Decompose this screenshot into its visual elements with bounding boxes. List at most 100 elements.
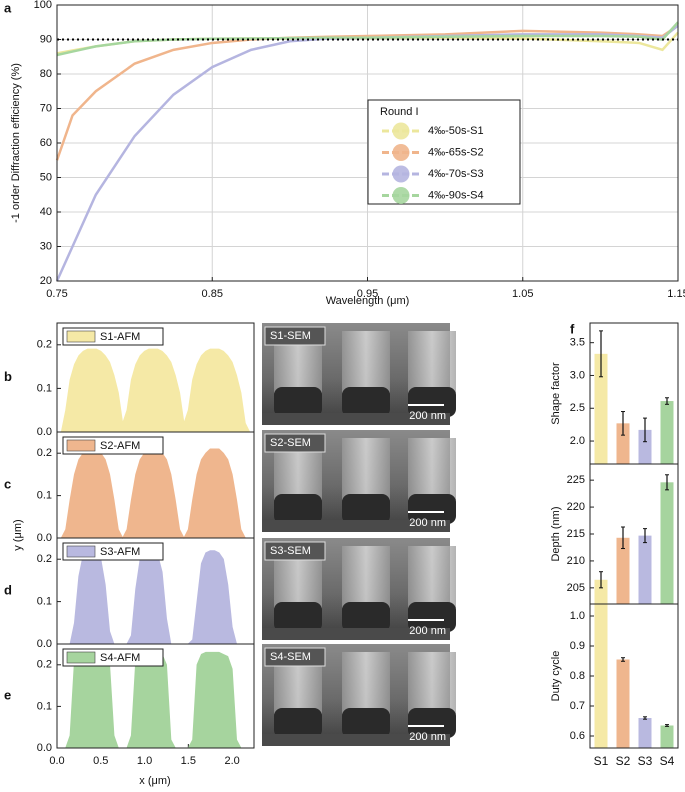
y-tick-label: 0.0	[37, 426, 52, 438]
y-tick-label: 20	[40, 275, 52, 287]
afm-label: S1-AFM	[100, 331, 140, 343]
sem-pillar-base	[342, 494, 390, 524]
legend-title: Round I	[380, 106, 419, 118]
legend-label: 4‰-50s-S1	[428, 125, 484, 137]
y-tick-label: 100	[34, 0, 52, 11]
y-tick-label: 70	[40, 102, 52, 114]
sem-pillar	[342, 546, 390, 608]
y-tick-label: 0.0	[37, 532, 52, 544]
legend-swatch	[392, 165, 410, 183]
sem-pillar-base	[408, 708, 456, 738]
panel-label: f	[570, 321, 575, 336]
sem-pillar-base	[342, 602, 390, 632]
sem-pillar	[408, 331, 456, 393]
x-tick-label: S1	[594, 754, 609, 768]
label-swatch	[66, 545, 96, 558]
x-tick-label: 1.05	[512, 288, 533, 300]
sem-bottom	[262, 734, 450, 746]
sem-label: S3-SEM	[270, 545, 311, 557]
y-axis-label: Depth (nm)	[550, 506, 562, 561]
y-tick-label: 3.0	[570, 369, 585, 381]
x-tick-label: 0.85	[202, 288, 223, 300]
profile-area	[57, 550, 250, 645]
bar	[638, 718, 652, 748]
y-tick-label: 0.1	[37, 700, 52, 712]
sem-pillar-base	[274, 494, 322, 524]
legend-swatch	[392, 122, 410, 140]
panel-label: d	[4, 582, 12, 597]
y-tick-label: 215	[567, 528, 585, 540]
legend-swatch	[392, 187, 410, 204]
y-tick-label: 0.0	[37, 638, 52, 650]
y-tick-label: 0.1	[37, 596, 52, 608]
label-swatch	[66, 330, 96, 343]
y-tick-label: 0.9	[570, 640, 585, 652]
y-tick-label: 0.7	[570, 700, 585, 712]
label-swatch	[66, 651, 96, 664]
sem-pillar-base	[274, 602, 322, 632]
bar	[660, 725, 674, 748]
y-tick-label: 205	[567, 582, 585, 594]
sem-label-box	[264, 326, 326, 346]
scale-bar-label: 200 nm	[409, 517, 446, 529]
y-tick-label: 3.5	[570, 337, 585, 349]
scale-bar-label: 200 nm	[409, 625, 446, 637]
sem-pillar-base	[274, 387, 322, 417]
plot-frame	[56, 643, 255, 749]
sem-pillar	[342, 652, 390, 714]
sem-pillar-base	[408, 387, 456, 417]
x-tick-label: 1.5	[181, 755, 196, 767]
y-tick-label: 225	[567, 474, 585, 486]
bar	[638, 535, 652, 604]
sem-pillar	[342, 331, 390, 393]
y-axis-label: -1 order Diffraction efficiency (%)	[10, 63, 22, 223]
bar	[660, 401, 674, 464]
x-axis-label: Wavelength (μm)	[326, 295, 410, 307]
sem-label-box	[264, 433, 326, 453]
x-tick-label: S3	[638, 754, 653, 768]
legend-label: 4‰-90s-S4	[428, 189, 484, 201]
y-tick-label: 0.2	[37, 339, 52, 351]
y-axis-label: y (μm)	[12, 519, 24, 550]
y-tick-label: 50	[40, 171, 52, 183]
sem-pillar-base	[408, 602, 456, 632]
bar	[594, 353, 608, 464]
panel-label: a	[4, 0, 12, 15]
panel-label: e	[4, 687, 11, 702]
profile-area	[57, 448, 250, 540]
afm-label: S3-AFM	[100, 546, 140, 558]
y-tick-label: 80	[40, 68, 52, 80]
panel-label: c	[4, 476, 11, 491]
x-axis-label: x (μm)	[139, 775, 170, 787]
y-tick-label: 0.6	[570, 730, 585, 742]
profile-area	[57, 651, 250, 749]
y-tick-label: 0.2	[37, 659, 52, 671]
bar	[594, 604, 608, 748]
sem-pillar-base	[342, 708, 390, 738]
legend-label: 4‰-65s-S2	[428, 146, 484, 158]
y-tick-label: 90	[40, 33, 52, 45]
y-axis-label: Shape factor	[550, 362, 562, 425]
y-tick-label: 0.8	[570, 670, 585, 682]
y-tick-label: 0.1	[37, 490, 52, 502]
y-tick-label: 2.0	[570, 435, 585, 447]
sem-bottom	[262, 520, 450, 532]
x-tick-label: 0.0	[49, 755, 64, 767]
scale-bar-label: 200 nm	[409, 731, 446, 743]
sem-pillar-base	[342, 387, 390, 417]
panel-label: b	[4, 369, 12, 384]
y-tick-label: 220	[567, 501, 585, 513]
y-tick-label: 210	[567, 555, 585, 567]
x-tick-label: 1.15	[667, 288, 685, 300]
sem-label: S1-SEM	[270, 330, 311, 342]
y-axis-label: Duty cycle	[550, 651, 562, 702]
legend-swatch	[392, 144, 410, 161]
bar	[638, 429, 652, 464]
sem-label: S2-SEM	[270, 437, 311, 449]
bar	[660, 482, 674, 604]
y-tick-label: 40	[40, 206, 52, 218]
y-tick-label: 2.5	[570, 402, 585, 414]
bar	[616, 537, 630, 604]
x-tick-label: S4	[660, 754, 675, 768]
